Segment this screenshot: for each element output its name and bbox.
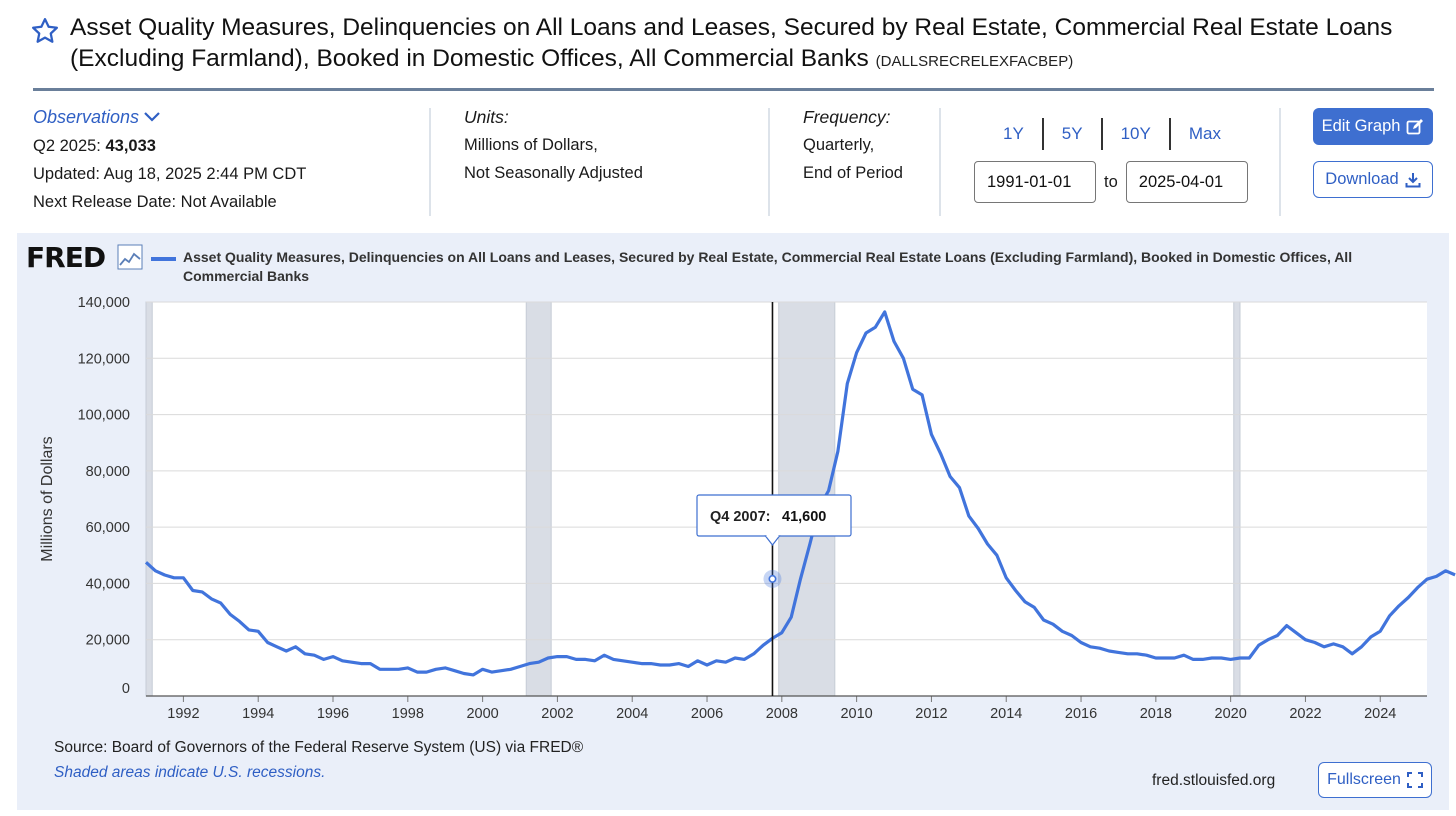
range-max-button[interactable]: Max — [1168, 118, 1239, 150]
recession-band — [525, 301, 552, 697]
site-url: fred.stlouisfed.org — [1152, 772, 1276, 789]
units-line-2: Not Seasonally Adjusted — [464, 164, 643, 182]
x-tick-label: 2022 — [1289, 706, 1321, 722]
observations-toggle[interactable]: Observations — [33, 103, 161, 131]
tooltip-period: Q4 2007: — [710, 509, 770, 525]
frequency-panel: Frequency: Quarterly, End of Period — [803, 103, 903, 187]
date-range: to — [974, 161, 1248, 203]
fullscreen-label: Fullscreen — [1327, 771, 1401, 788]
updated-text: Updated: Aug 18, 2025 2:44 PM CDT — [33, 165, 307, 183]
x-tick-label: 2012 — [915, 706, 947, 722]
title-divider — [33, 88, 1434, 91]
fred-logo: FRED — [26, 241, 106, 274]
x-tick-label: 2024 — [1364, 706, 1396, 722]
x-tick-label: 2020 — [1215, 706, 1247, 722]
download-button[interactable]: Download — [1313, 161, 1433, 198]
title-row: Asset Quality Measures, Delinquencies on… — [30, 12, 1435, 77]
units-heading: Units: — [464, 107, 509, 127]
latest-value: 43,033 — [105, 137, 156, 155]
x-tick-label: 2014 — [990, 706, 1022, 722]
latest-observation: Q2 2025: 43,033 — [33, 132, 306, 160]
y-tick-label: 60,000 — [86, 520, 130, 536]
observations-panel: Observations Q2 2025: 43,033 Updated: Au… — [33, 103, 306, 216]
y-tick-label: 0 — [122, 681, 130, 697]
range-10y-button[interactable]: 10Y — [1100, 118, 1169, 150]
y-tick-label: 100,000 — [78, 408, 130, 424]
end-date-input[interactable] — [1125, 161, 1248, 203]
y-tick-label: 120,000 — [78, 351, 130, 367]
recession-band — [145, 301, 153, 697]
x-tick-label: 2008 — [766, 706, 798, 722]
x-tick-label: 1994 — [242, 706, 274, 722]
fullscreen-button[interactable]: Fullscreen — [1318, 762, 1432, 798]
edit-graph-button[interactable]: Edit Graph — [1313, 108, 1433, 145]
range-1y-button[interactable]: 1Y — [1003, 124, 1024, 143]
download-icon — [1405, 172, 1421, 187]
recession-band — [1233, 301, 1241, 697]
series-line — [144, 310, 1456, 677]
chevron-down-icon — [144, 112, 160, 122]
x-tick-label: 2016 — [1065, 706, 1097, 722]
next-release-text: Next Release Date: Not Available — [33, 193, 277, 211]
edit-graph-label: Edit Graph — [1321, 117, 1401, 135]
source-text: Source: Board of Governors of the Federa… — [54, 739, 584, 756]
x-tick-label: 2018 — [1140, 706, 1172, 722]
recession-note: Shaded areas indicate U.S. recessions. — [54, 764, 326, 781]
legend-swatch — [151, 257, 176, 261]
observations-label: Observations — [33, 107, 140, 127]
meta-divider — [939, 108, 941, 216]
x-tick-label: 1992 — [167, 706, 199, 722]
start-date-input[interactable] — [974, 161, 1096, 203]
meta-divider — [1279, 108, 1281, 216]
range-selector: 1Y 5Y 10Y Max — [985, 118, 1235, 150]
y-tick-label: 40,000 — [86, 576, 130, 592]
series-title: Asset Quality Measures, Delinquencies on… — [70, 14, 1393, 72]
tooltip-value: 41,600 — [782, 509, 826, 525]
edit-icon — [1407, 118, 1424, 134]
fullscreen-icon — [1406, 772, 1423, 788]
star-icon[interactable] — [30, 16, 60, 46]
y-tick-label: 140,000 — [78, 295, 130, 311]
x-tick-label: 2010 — [840, 706, 872, 722]
y-axis-title: Millions of Dollars — [39, 436, 56, 561]
units-line-1: Millions of Dollars, — [464, 136, 598, 154]
meta-divider — [768, 108, 770, 216]
x-tick-label: 2002 — [541, 706, 573, 722]
download-label: Download — [1325, 170, 1399, 188]
page-title: Asset Quality Measures, Delinquencies on… — [70, 12, 1435, 77]
x-tick-label: 2004 — [616, 706, 648, 722]
x-tick-label: 2000 — [466, 706, 498, 722]
hover-point — [768, 574, 777, 583]
x-tick-label: 1996 — [317, 706, 349, 722]
series-code: (DALLSRECRELEXFACBEP) — [875, 53, 1074, 70]
frequency-line-1: Quarterly, — [803, 136, 875, 154]
latest-period: Q2 2025: — [33, 137, 101, 155]
meta-divider — [429, 108, 431, 216]
frequency-heading: Frequency: — [803, 107, 891, 127]
y-tick-label: 20,000 — [86, 633, 130, 649]
range-5y-button[interactable]: 5Y — [1041, 118, 1101, 150]
legend-label: Asset Quality Measures, Delinquencies on… — [183, 249, 1353, 284]
y-tick-label: 80,000 — [86, 464, 130, 480]
chart-trend-icon — [117, 244, 143, 270]
frequency-line-2: End of Period — [803, 164, 903, 182]
x-tick-label: 1998 — [392, 706, 424, 722]
date-to-label: to — [1104, 172, 1118, 191]
x-tick-label: 2006 — [691, 706, 723, 722]
units-panel: Units: Millions of Dollars, Not Seasonal… — [464, 103, 643, 187]
